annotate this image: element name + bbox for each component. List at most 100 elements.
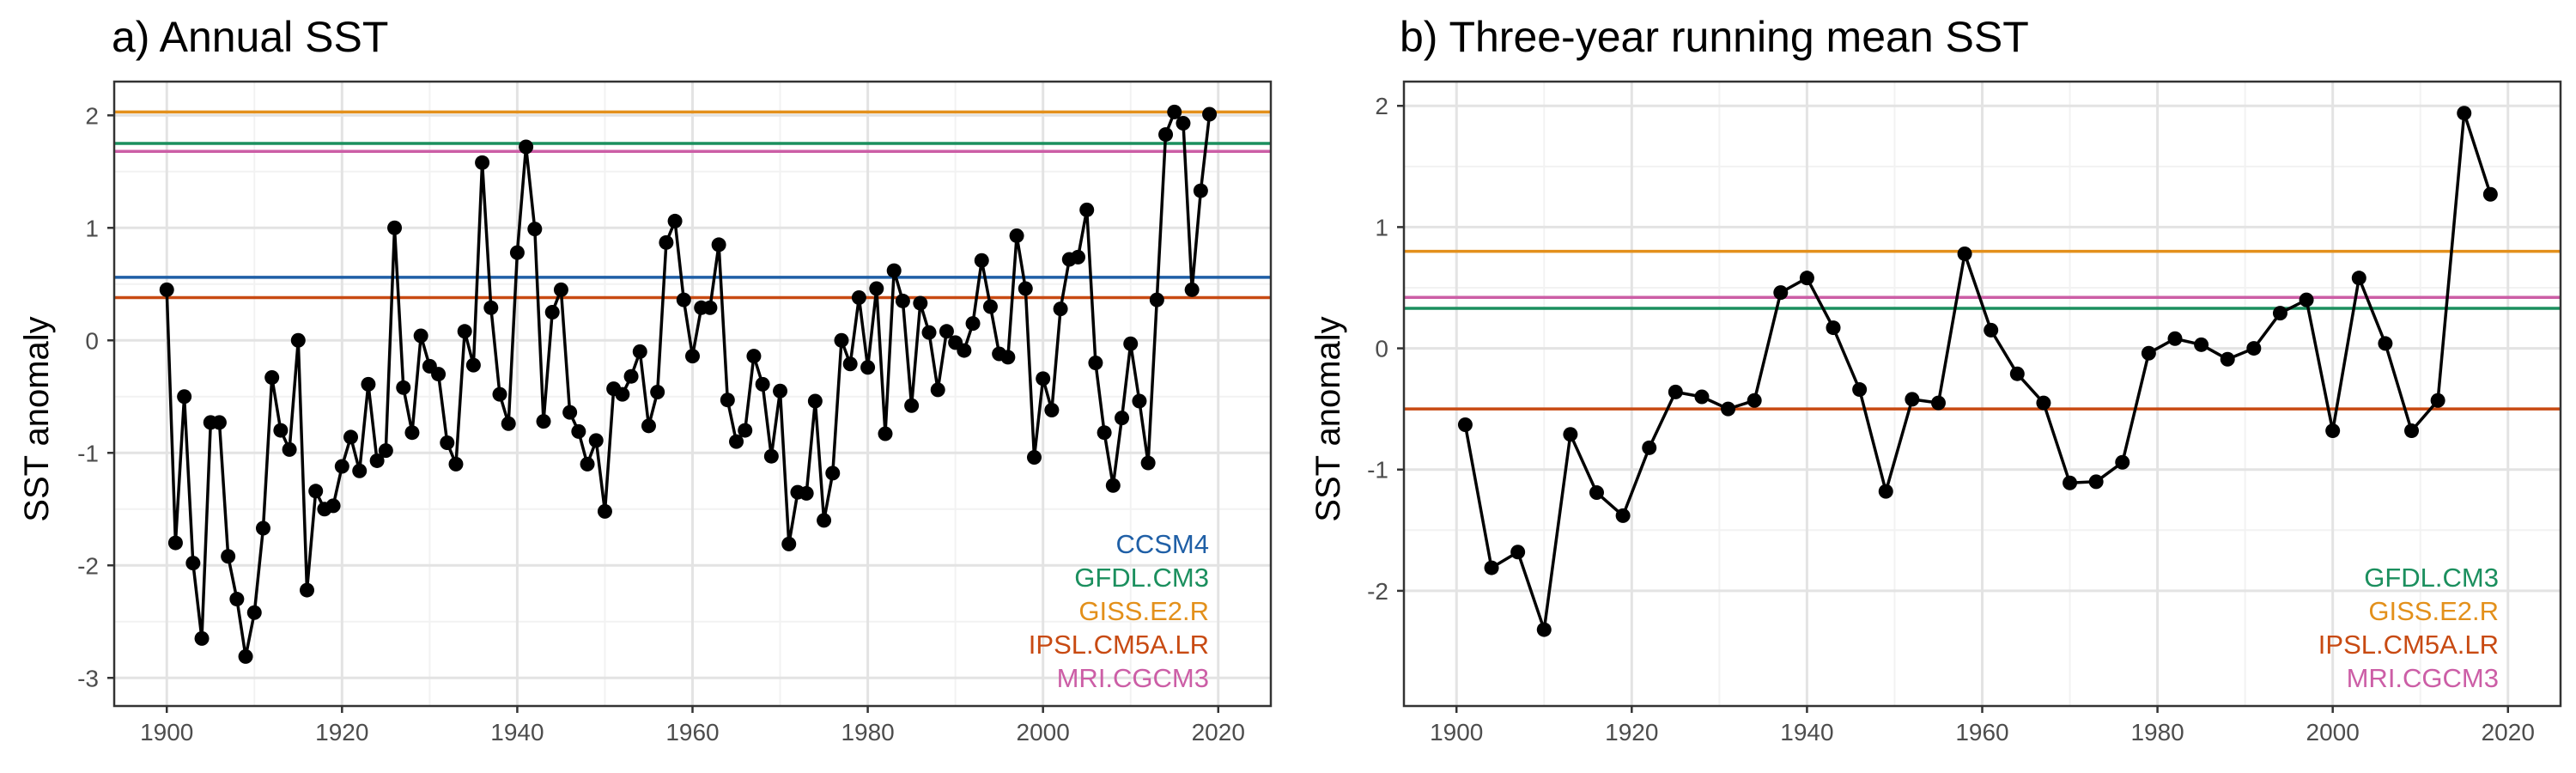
panel-a-data-point xyxy=(492,386,507,402)
panel-b-data-point xyxy=(2194,337,2209,352)
panel-b-x-tick-label: 2000 xyxy=(2306,719,2360,746)
panel-b-data-point xyxy=(2351,271,2366,286)
panel-b-y-tick-label: 1 xyxy=(1375,214,1388,240)
panel-b-series-line xyxy=(1463,111,2493,631)
panel-b-legend-mri-cgcm3: MRI.CGCM3 xyxy=(2347,663,2499,693)
panel-a-data-point xyxy=(1071,249,1085,265)
panel-a-data-point xyxy=(238,648,253,664)
panel-a-data-point xyxy=(527,222,543,237)
panel-a-data-point xyxy=(229,592,245,607)
panel-a-data-point xyxy=(448,456,464,472)
panel-b-y-tick-label: -1 xyxy=(1367,457,1388,484)
panel-b-data-point xyxy=(2167,331,2183,346)
panel-a-data-point xyxy=(676,292,691,307)
panel-b-data-point xyxy=(1457,417,1473,432)
panel-b-data-point xyxy=(2009,366,2025,381)
panel-b-data-point xyxy=(1536,622,1552,637)
panel-a-title: a) Annual SST xyxy=(112,13,388,61)
panel-a-data-point xyxy=(211,415,227,430)
panel-a-data-point xyxy=(842,356,858,372)
panel-a-data-point xyxy=(982,299,998,314)
panel-a-data-point xyxy=(1097,425,1112,441)
panel-a-legend-giss-e2-r: GISS.E2.R xyxy=(1078,596,1209,626)
panel-a-x-tick-label: 1920 xyxy=(315,719,368,746)
panel-a-data-point xyxy=(1184,282,1200,297)
panel-a-data-point xyxy=(580,456,595,472)
panel-b-data-point xyxy=(2404,423,2420,439)
panel-b: b) Three-year running mean SST SST anoma… xyxy=(1309,13,2562,746)
panel-b-data-point xyxy=(1668,384,1683,399)
panel-a-data-point xyxy=(1123,336,1139,351)
panel-a-data-point xyxy=(1132,393,1147,409)
panel-a-data-point xyxy=(465,357,481,373)
panel-b-data-point xyxy=(2482,186,2498,202)
panel-a-data-point xyxy=(457,324,472,339)
panel-a-data-point xyxy=(440,435,455,450)
panel-a-data-point xyxy=(641,418,656,434)
panel-b-x-tick-label: 1960 xyxy=(1955,719,2008,746)
panel-a-data-point xyxy=(159,282,174,297)
panel-a-data-point xyxy=(1158,127,1174,143)
panel-b-data-point xyxy=(2063,475,2078,490)
panel-a-data-point xyxy=(860,360,876,375)
panel-b-data-point xyxy=(1747,393,1762,408)
panel-a-data-point xyxy=(509,245,525,260)
panel-a-data-point xyxy=(930,382,945,398)
panel-b-data-point xyxy=(1589,485,1604,501)
panel-b-data-point xyxy=(1957,246,1972,261)
panel-a-data-point xyxy=(781,536,797,551)
panel-a-y-tick-label: -2 xyxy=(77,552,99,579)
panel-a-data-point xyxy=(886,263,902,278)
panel-a-data-point xyxy=(878,426,893,441)
panel-b-data-point xyxy=(1563,427,1578,442)
panel-a-data-point xyxy=(834,332,849,348)
panel-a-data-point xyxy=(702,300,718,315)
panel-a-data-point xyxy=(1088,355,1103,370)
panel-b-data-point xyxy=(1510,545,1526,560)
panel-a-y-tick-label: 2 xyxy=(85,102,99,129)
panel-a-data-point xyxy=(869,281,884,296)
panel-b-data-point xyxy=(2088,474,2104,490)
panel-a-legend-mri-cgcm3: MRI.CGCM3 xyxy=(1057,663,1209,693)
panel-a-legend-gfdl-cm3: GFDL.CM3 xyxy=(1074,563,1209,593)
panel-b-data-point xyxy=(1852,382,1868,398)
panel-a-plot-area: 1900 1920 1940 1960 1980 2000 2020 -3 -2 -1 0 1 2 CCS… xyxy=(77,80,1273,746)
panel-a-data-point xyxy=(185,556,201,571)
panel-b-data-point xyxy=(2378,336,2393,351)
panel-a-data-point xyxy=(352,463,368,478)
panel-b-y-axis-label: SST anomaly xyxy=(1309,316,1347,521)
panel-a-data-point xyxy=(1026,450,1042,466)
panel-b-y-tick-label: 2 xyxy=(1375,93,1388,119)
panel-b-data-point xyxy=(1984,322,1999,338)
panel-a-data-point xyxy=(431,367,447,382)
panel-a-data-point xyxy=(667,213,683,228)
panel-a-series-line xyxy=(165,110,1212,659)
panel-a-y-tick-label: 1 xyxy=(85,215,99,241)
panel-a-data-point xyxy=(921,325,937,340)
panel-a-data-point xyxy=(729,434,744,449)
panel-a-data-point xyxy=(308,484,324,499)
panel-a-data-point xyxy=(194,630,210,646)
panel-a-data-point xyxy=(773,383,788,399)
panel-b-legend-ipsl-cm5a-lr: IPSL.CM5A.LR xyxy=(2318,630,2499,660)
panel-a-data-point xyxy=(1167,104,1182,119)
panel-a-data-point xyxy=(1018,281,1033,296)
panel-a-data-point xyxy=(553,282,568,297)
panel-a-data-point xyxy=(1176,115,1191,131)
panel-a-data-point xyxy=(273,423,289,438)
panel-b-x-tick-label: 2020 xyxy=(2482,719,2535,746)
panel-a-data-point xyxy=(623,368,639,384)
panel-b-x-tick-label: 1940 xyxy=(1780,719,1833,746)
panel-a-data-point xyxy=(807,393,823,409)
panel-a-data-point xyxy=(519,139,534,155)
panel-a-data-point xyxy=(246,605,262,620)
panel-b-title: b) Three-year running mean SST xyxy=(1400,13,2029,61)
panel-a-data-point xyxy=(544,305,560,320)
panel-a-data-point xyxy=(904,398,920,413)
panel-a-data-point xyxy=(711,237,726,253)
panel-b-data-point xyxy=(1905,392,1920,407)
panel-a-data-point xyxy=(501,416,516,431)
panel-a-data-point xyxy=(536,414,551,429)
panel-a-data-point xyxy=(1009,228,1024,243)
panel-a-data-point xyxy=(334,459,349,474)
